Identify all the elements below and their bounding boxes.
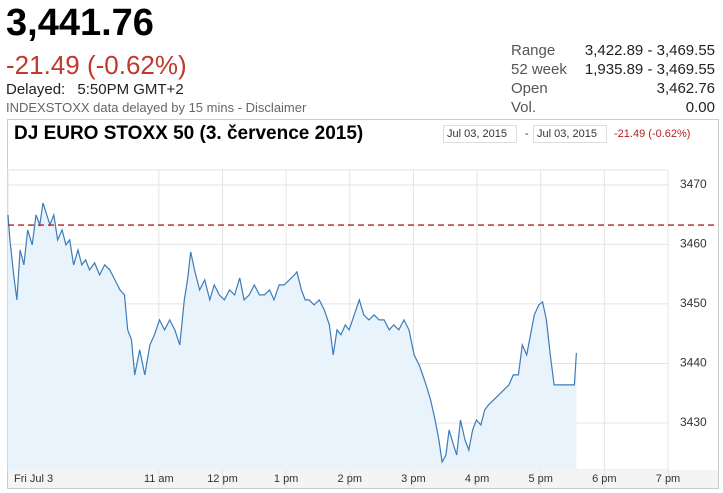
price-line xyxy=(7,202,577,464)
x-tick-label: 7 pm xyxy=(656,473,680,485)
stat-row: 52 week 1,935.89 - 3,469.55 xyxy=(511,61,715,80)
stat-label: 52 week xyxy=(511,61,567,78)
y-tick-label: 3430 xyxy=(680,415,707,429)
stat-value: 0.00 xyxy=(685,99,715,116)
x-tick-label: Fri Jul 3 xyxy=(14,473,53,485)
stats: Range 3,422.89 - 3,469.55 52 week 1,935.89 … xyxy=(511,42,715,118)
x-tick-label: 5 pm xyxy=(528,473,552,485)
delayed-time: 5:50PM GMT+2 xyxy=(77,81,184,98)
stat-value: 1,935.89 - 3,469.55 xyxy=(584,61,715,78)
date-box xyxy=(443,125,517,143)
y-tick-label: 3460 xyxy=(680,237,707,251)
delayed-label: Delayed: xyxy=(6,81,66,98)
x-tick-label: 4 pm xyxy=(465,473,489,485)
x-tick-label: 12 pm xyxy=(207,473,238,485)
source-note: INDEXSTOXX data delayed by 15 mins - Dis… xyxy=(6,100,307,115)
area-fill xyxy=(8,202,577,470)
x-tick-label: 2 pm xyxy=(338,473,362,485)
range-end: Jul 03, 2015 xyxy=(537,128,597,140)
y-tick-label: 3450 xyxy=(680,296,707,310)
date-box xyxy=(533,125,607,143)
stat-value: 3,422.89 - 3,469.55 xyxy=(584,42,715,59)
stat-row: Vol. 0.00 xyxy=(511,99,715,118)
delayed: Delayed: 5:50PM GMT+2 xyxy=(6,81,184,98)
y-tick-label: 3470 xyxy=(680,177,707,191)
y-tick-label: 3440 xyxy=(680,356,707,370)
price: 3,441.76 xyxy=(6,2,154,44)
stat-label: Range xyxy=(511,42,556,59)
range-start: Jul 03, 2015 xyxy=(447,128,507,140)
x-tick-label: 1 pm xyxy=(274,473,298,485)
stat-row: Range 3,422.89 - 3,469.55 xyxy=(511,42,715,61)
stat-value: 3,462.76 xyxy=(656,80,715,97)
change: -21.49 (-0.62%) xyxy=(6,50,187,80)
chart-title: DJ EURO STOXX 50 (3. července 2015) xyxy=(14,123,363,144)
stat-label: Open xyxy=(511,80,548,97)
range-change: -21.49 (-0.62%) xyxy=(614,128,690,140)
x-tick-label: 6 pm xyxy=(592,473,616,485)
range-separator: - xyxy=(525,128,529,140)
x-tick-label: 11 am xyxy=(144,473,174,485)
stat-row: Open 3,462.76 xyxy=(511,80,715,99)
x-tick-label: 3 pm xyxy=(401,473,425,485)
stat-label: Vol. xyxy=(511,99,537,116)
